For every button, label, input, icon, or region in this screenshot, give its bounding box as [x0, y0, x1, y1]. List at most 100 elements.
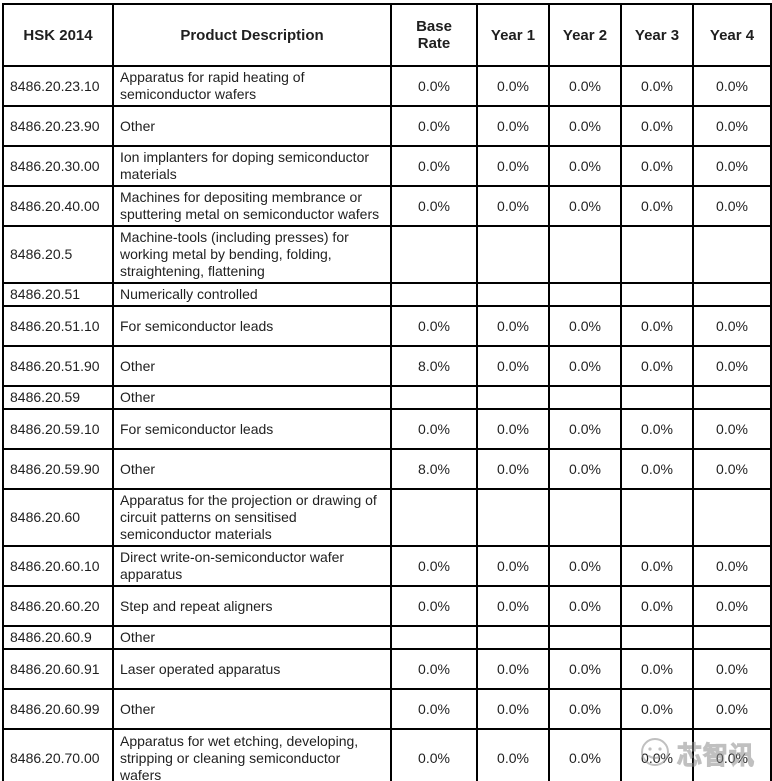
rate-cell: 0.0% [620, 65, 694, 107]
hsk-code-cell: 8486.20.23.90 [2, 105, 114, 147]
rate-cell [390, 488, 478, 547]
rate-cell [476, 488, 550, 547]
rate-cell: 0.0% [548, 585, 622, 627]
product-description-cell: Machines for depositing membrance or spu… [112, 185, 392, 227]
rate-cell: 0.0% [692, 448, 772, 490]
rate-cell [620, 488, 694, 547]
table-row: 8486.20.60.91 Laser operated apparatus 0.0… [2, 648, 772, 690]
hsk-code-cell: 8486.20.60.91 [2, 648, 114, 690]
table-body: 8486.20.23.10 Apparatus for rapid heating… [2, 65, 772, 781]
product-description-cell: Direct write-on-semiconductor wafer appa… [112, 545, 392, 587]
rate-cell: 0.0% [620, 648, 694, 690]
rate-cell: 0.0% [692, 305, 772, 347]
rate-cell: 0.0% [476, 408, 550, 450]
table-row: 8486.20.40.00 Machines for depositing mem… [2, 185, 772, 227]
rate-cell [692, 488, 772, 547]
product-description-cell: Other [112, 625, 392, 650]
rate-cell: 0.0% [692, 648, 772, 690]
rate-cell [620, 625, 694, 650]
hsk-code-cell: 8486.20.51.90 [2, 345, 114, 387]
rate-cell [476, 385, 550, 410]
rate-cell: 0.0% [692, 408, 772, 450]
rate-cell: 0.0% [620, 688, 694, 730]
product-description-cell: Laser operated apparatus [112, 648, 392, 690]
rate-cell: 0.0% [548, 65, 622, 107]
hsk-code-cell: 8486.20.23.10 [2, 65, 114, 107]
column-header: HSK 2014 [2, 3, 114, 67]
rate-cell [548, 625, 622, 650]
product-description-cell: Step and repeat aligners [112, 585, 392, 627]
column-header: Year 1 [476, 3, 550, 67]
product-description-cell: Other [112, 105, 392, 147]
rate-cell: 0.0% [620, 185, 694, 227]
product-description-cell: Apparatus for the projection or drawing … [112, 488, 392, 547]
rate-cell: 0.0% [692, 145, 772, 187]
rate-cell: 0.0% [476, 65, 550, 107]
hsk-code-cell: 8486.20.70.00 [2, 728, 114, 781]
hsk-code-cell: 8486.20.40.00 [2, 185, 114, 227]
rate-cell [548, 225, 622, 284]
hsk-code-cell: 8486.20.30.00 [2, 145, 114, 187]
hsk-code-cell: 8486.20.59 [2, 385, 114, 410]
rate-cell: 0.0% [390, 585, 478, 627]
rate-cell [548, 488, 622, 547]
rate-cell: 0.0% [620, 408, 694, 450]
rate-cell: 8.0% [390, 345, 478, 387]
rate-cell: 0.0% [548, 345, 622, 387]
table-row: 8486.20.59.90 Other 8.0% 0.0% 0.0% 0.0% 0.0% [2, 448, 772, 490]
hsk-code-cell: 8486.20.60.99 [2, 688, 114, 730]
table-row: 8486.20.30.00 Ion implanters for doping s… [2, 145, 772, 187]
rate-cell: 0.0% [390, 65, 478, 107]
rate-cell [620, 282, 694, 307]
hsk-code-cell: 8486.20.60.9 [2, 625, 114, 650]
rate-cell [692, 385, 772, 410]
table-row: 8486.20.60 Apparatus for the projection o… [2, 488, 772, 547]
rate-cell [548, 282, 622, 307]
rate-cell: 0.0% [548, 145, 622, 187]
rate-cell: 0.0% [476, 105, 550, 147]
table-header-row: HSK 2014 Product Description Base Rate Year… [2, 3, 772, 67]
product-description-cell: Other [112, 688, 392, 730]
rate-cell: 0.0% [548, 105, 622, 147]
rate-cell: 0.0% [620, 728, 694, 781]
rate-cell: 0.0% [548, 648, 622, 690]
hsk-code-cell: 8486.20.60.10 [2, 545, 114, 587]
table-row: 8486.20.51.10 For semiconductor leads 0.0%… [2, 305, 772, 347]
rate-cell: 0.0% [620, 145, 694, 187]
rate-cell: 0.0% [476, 728, 550, 781]
column-header: Base Rate [390, 3, 478, 67]
rate-cell [390, 625, 478, 650]
rate-cell: 0.0% [476, 688, 550, 730]
table-row: 8486.20.70.00 Apparatus for wet etching, … [2, 728, 772, 781]
rate-cell [390, 282, 478, 307]
hsk-code-cell: 8486.20.59.10 [2, 408, 114, 450]
rate-cell: 0.0% [548, 448, 622, 490]
hsk-code-cell: 8486.20.59.90 [2, 448, 114, 490]
table-row: 8486.20.23.90 Other 0.0% 0.0% 0.0% 0.0% 0.0% [2, 105, 772, 147]
hsk-code-cell: 8486.20.51 [2, 282, 114, 307]
table-row: 8486.20.60.99 Other 0.0% 0.0% 0.0% 0.0% 0.0% [2, 688, 772, 730]
column-header: Product Description [112, 3, 392, 67]
rate-cell: 0.0% [692, 185, 772, 227]
rate-cell [548, 385, 622, 410]
table-row: 8486.20.5 Machine-tools (including presse… [2, 225, 772, 284]
rate-cell [390, 385, 478, 410]
rate-cell: 0.0% [692, 728, 772, 781]
column-header: Year 2 [548, 3, 622, 67]
rate-cell: 0.0% [548, 185, 622, 227]
hsk-code-cell: 8486.20.51.10 [2, 305, 114, 347]
rate-cell: 0.0% [548, 408, 622, 450]
rate-cell: 0.0% [390, 545, 478, 587]
table-row: 8486.20.59 Other [2, 385, 772, 410]
column-header: Year 4 [692, 3, 772, 67]
product-description-cell: For semiconductor leads [112, 305, 392, 347]
rate-cell: 0.0% [390, 728, 478, 781]
rate-cell: 0.0% [692, 105, 772, 147]
rate-cell: 0.0% [476, 345, 550, 387]
rate-cell: 0.0% [390, 688, 478, 730]
rate-cell: 0.0% [548, 728, 622, 781]
product-description-cell: Other [112, 448, 392, 490]
rate-cell [476, 282, 550, 307]
rate-cell: 0.0% [390, 145, 478, 187]
